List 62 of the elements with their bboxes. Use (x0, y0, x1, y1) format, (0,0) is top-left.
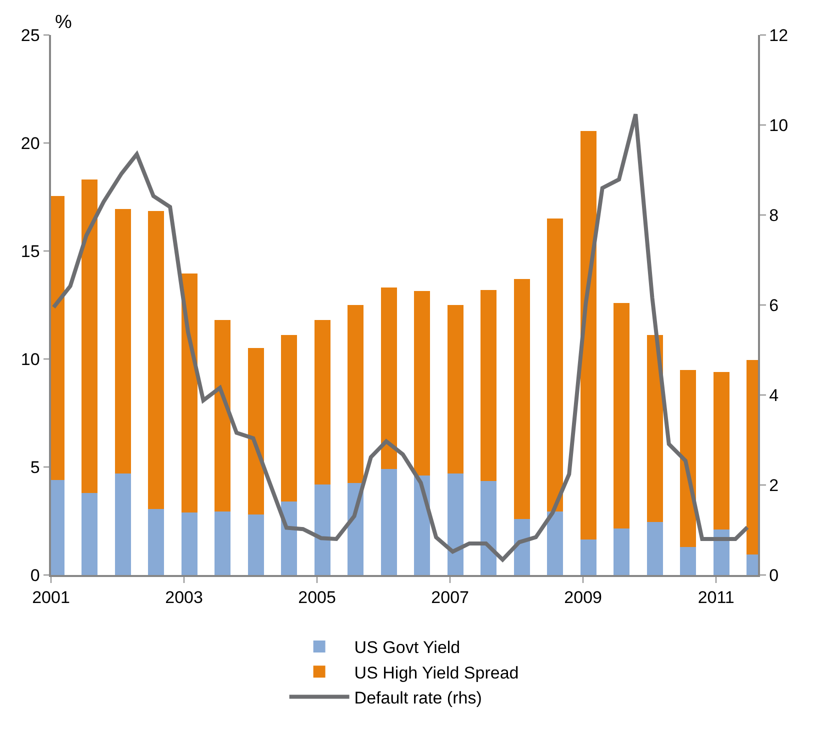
x-tick-label: 2009 (564, 588, 602, 608)
bar (380, 469, 397, 575)
y-tick-label: 15 (20, 242, 40, 261)
bar (214, 511, 231, 575)
y-axis-title: % (55, 12, 72, 33)
bar (248, 348, 264, 515)
x-tick-label: 2005 (298, 588, 336, 608)
bar (480, 481, 497, 575)
bar (713, 530, 730, 575)
bar (281, 335, 298, 502)
y2-tick-label: 0 (769, 566, 779, 585)
x-tick-label: 2003 (165, 588, 203, 608)
legend-label: US Govt Yield (354, 638, 460, 658)
x-tick-label: 2011 (698, 588, 734, 608)
bar (248, 514, 264, 575)
bar (414, 290, 430, 476)
bar (148, 211, 164, 510)
legend-label: Default rate (rhs) (354, 688, 482, 708)
line-series (52, 112, 750, 562)
bar (646, 335, 663, 522)
bar (547, 218, 564, 512)
y2-tick-label: 10 (769, 116, 788, 135)
y2-tick-label: 12 (769, 26, 788, 45)
bar (646, 522, 663, 575)
bar (713, 372, 730, 530)
bar (447, 473, 464, 575)
bar (514, 518, 530, 575)
bar (514, 279, 530, 519)
bar (82, 492, 98, 575)
bar (547, 511, 564, 575)
bar (148, 509, 164, 575)
bar (380, 288, 397, 470)
bar (614, 302, 630, 529)
y2-tick-label: 4 (769, 386, 779, 405)
bar (82, 180, 98, 493)
y-tick-label: 20 (20, 134, 40, 153)
bar (181, 274, 198, 512)
bar (447, 305, 464, 474)
y-tick-label: 0 (30, 566, 40, 585)
bar (314, 484, 330, 575)
bar (614, 528, 630, 575)
bar (680, 546, 696, 575)
bar (281, 502, 298, 575)
y2-tick-label: 8 (769, 206, 779, 225)
bar (114, 208, 131, 474)
legend-label: US High Yield Spread (354, 663, 519, 682)
bar (314, 320, 330, 484)
bar (214, 320, 231, 512)
y-tick-label: 10 (20, 350, 40, 369)
y-tick-label: 5 (30, 458, 40, 477)
x-tick-label: 2007 (431, 588, 469, 608)
bar (580, 131, 596, 540)
bar (480, 290, 497, 482)
x-tick-label: 2001 (32, 588, 70, 608)
bar (181, 512, 198, 575)
y2-tick-label: 2 (769, 476, 779, 495)
bar (680, 370, 696, 547)
y2-tick-label: 6 (769, 296, 779, 315)
bar (348, 305, 364, 484)
bar (580, 539, 596, 575)
y-tick-label: 25 (20, 26, 40, 45)
bar (114, 473, 131, 575)
